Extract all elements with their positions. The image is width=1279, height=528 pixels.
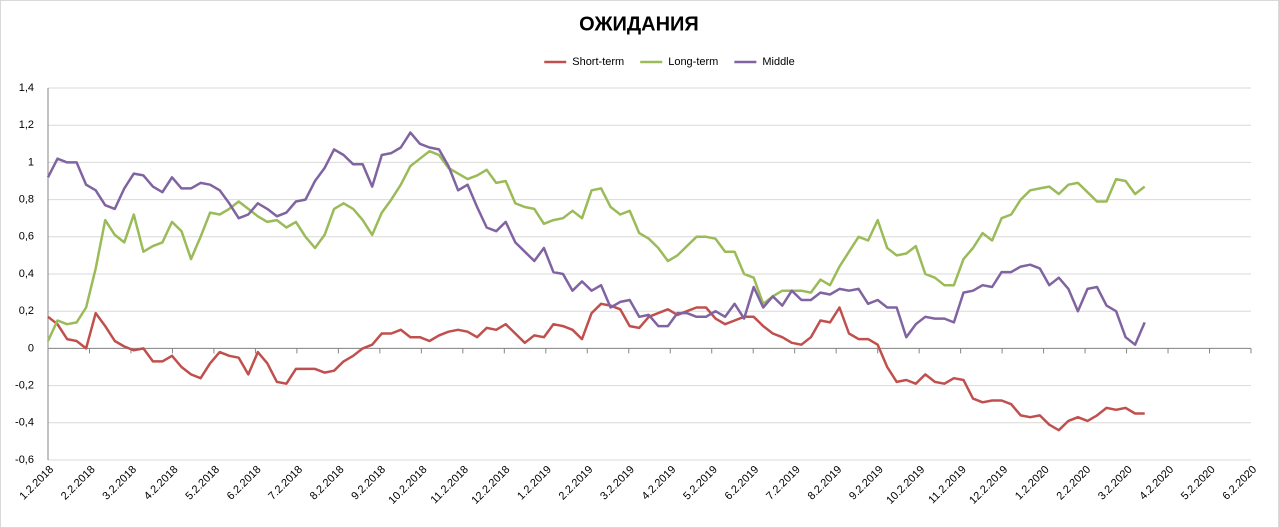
y-tick-label: -0,2	[15, 380, 34, 392]
y-tick-label: 1,4	[19, 82, 34, 94]
y-tick-label: 0	[28, 342, 34, 354]
data-line	[47, 302, 1145, 432]
y-tick-label: 1	[28, 156, 34, 168]
y-tick-label: 1,2	[19, 119, 34, 131]
y-tick-label: 0,8	[19, 194, 34, 206]
y-tick-label: -0,6	[15, 454, 34, 466]
legend-label: Middle	[762, 56, 794, 68]
chart-title: ОЖИДАНИЯ	[579, 13, 699, 35]
y-tick-label: 0,2	[19, 305, 34, 317]
data-line	[46, 131, 1146, 346]
y-tick-label: 0,4	[19, 268, 34, 280]
y-tick-label: -0,4	[15, 417, 34, 429]
legend-label: Short-term	[572, 56, 624, 68]
y-tick-label: 0,6	[19, 231, 34, 243]
legend-label: Long-term	[668, 56, 718, 68]
